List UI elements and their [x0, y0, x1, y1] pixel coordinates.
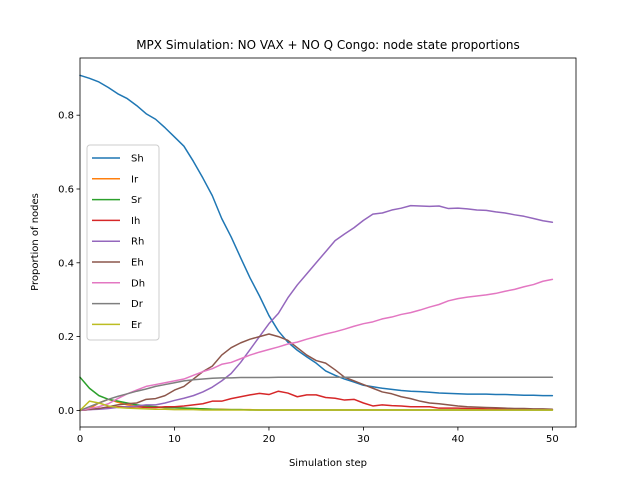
- y-tick-label: 0.6: [58, 184, 74, 195]
- legend-label-dh: Dh: [131, 278, 145, 289]
- legend-label-ir: Ir: [131, 174, 139, 185]
- legend-box: [86, 144, 160, 341]
- legend-label-dr: Dr: [131, 299, 144, 310]
- legend-label-eh: Eh: [131, 258, 144, 269]
- y-tick-label: 0.0: [58, 406, 74, 417]
- y-tick-label: 0.4: [58, 258, 74, 269]
- legend-label-ih: Ih: [131, 216, 140, 227]
- x-axis: 0 10 20 30 40 50: [77, 427, 559, 445]
- y-tick-label: 0.2: [58, 332, 74, 343]
- x-axis-title: Simulation step: [289, 458, 367, 469]
- x-tick-label: 40: [452, 434, 465, 445]
- series-line-rh: [79, 204, 554, 412]
- plot-frame: [79, 57, 577, 428]
- x-tick-label: 30: [357, 434, 370, 445]
- series-line-er: [79, 400, 554, 412]
- series-line-dr: [79, 376, 554, 412]
- plot-lines: [79, 74, 554, 412]
- chart-title: MPX Simulation: NO VAX + NO Q Congo: nod…: [136, 38, 520, 52]
- y-tick-label: 0.8: [58, 111, 74, 122]
- y-axis-title: Proportion of nodes: [30, 193, 41, 291]
- legend: Sh Ir Sr Ih Rh Eh Dh Dr Er: [86, 144, 160, 341]
- x-tick-label: 20: [263, 434, 276, 445]
- legend-label-er: Er: [131, 320, 142, 331]
- series-line-sh: [79, 74, 554, 397]
- x-tick-label: 50: [546, 434, 559, 445]
- legend-label-sr: Sr: [131, 195, 142, 206]
- legend-label-sh: Sh: [131, 154, 144, 165]
- y-axis: 0.0 0.2 0.4 0.6 0.8: [58, 111, 80, 417]
- series-line-ih: [79, 390, 554, 412]
- legend-label-rh: Rh: [131, 237, 144, 248]
- series-line-eh: [79, 333, 554, 412]
- x-tick-label: 0: [77, 434, 83, 445]
- series-line-dh: [79, 278, 554, 412]
- x-tick-label: 10: [168, 434, 181, 445]
